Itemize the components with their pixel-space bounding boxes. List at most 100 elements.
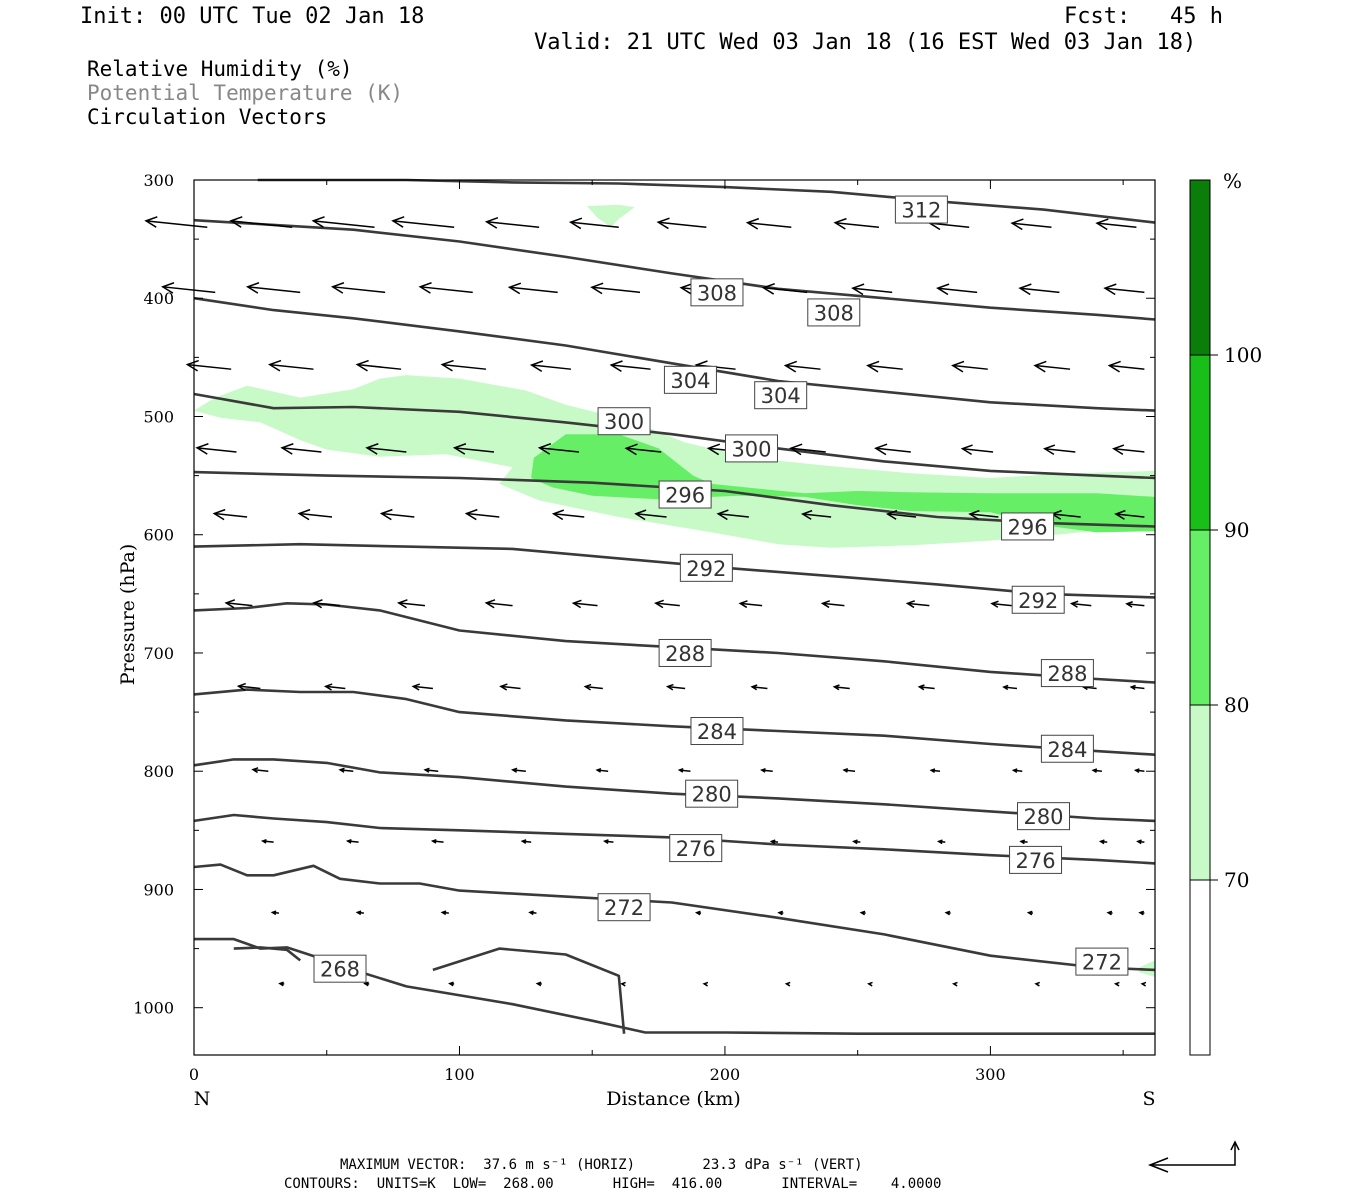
circulation-vector — [197, 447, 237, 453]
circulation-vector — [929, 222, 970, 229]
contour-label: 268 — [320, 958, 360, 982]
contour-label-box — [1017, 802, 1071, 831]
circulation-vector — [655, 602, 680, 607]
circulation-vector — [937, 287, 978, 294]
circulation-vector-head — [852, 839, 858, 845]
circulation-vector-head — [750, 684, 758, 691]
contour-label: 284 — [697, 720, 737, 744]
circulation-vector — [145, 220, 208, 229]
circulation-vector — [1003, 686, 1018, 690]
circulation-vector-head — [951, 981, 958, 987]
circulation-vector-head — [251, 767, 259, 774]
circulation-vector — [553, 513, 585, 518]
circulation-vector — [531, 364, 572, 370]
contour-label-box — [1009, 845, 1063, 874]
circulation-vector-head — [936, 283, 950, 296]
circulation-vector — [658, 221, 707, 229]
circulation-vector-head — [379, 508, 393, 521]
theta-contour-280 — [193, 758, 1156, 823]
circulation-vector-head — [885, 509, 898, 520]
circulation-vector-head — [280, 443, 294, 455]
circulation-vector-head — [679, 282, 693, 295]
circulation-vector-head — [654, 599, 664, 609]
colorbar-tick-label: 100 — [1224, 343, 1262, 367]
circulation-vector — [822, 602, 845, 607]
circulation-vector — [1071, 602, 1092, 607]
x-tick-label: 0 — [189, 1065, 199, 1084]
circulation-vector-head — [677, 768, 684, 773]
circulation-vector-head — [706, 443, 721, 456]
circulation-vector-head — [656, 217, 670, 230]
circulation-vector-head — [866, 360, 880, 373]
theta-contour-312 — [257, 178, 1156, 224]
y-tick-label: 300 — [143, 171, 174, 190]
circulation-vector — [1044, 447, 1076, 453]
contour-label-box — [1001, 512, 1055, 541]
circulation-vector-head — [229, 216, 243, 228]
circulation-vector-head — [833, 217, 847, 230]
contour-label-box — [669, 834, 723, 863]
circulation-vector-head — [355, 359, 369, 372]
circulation-vector — [718, 513, 749, 518]
circulation-vector-head — [1034, 981, 1041, 987]
circulation-vector-head — [297, 508, 311, 521]
circulation-vector-head — [224, 599, 236, 609]
x-tick-label: 100 — [444, 1065, 475, 1084]
circulation-vector-head — [917, 684, 925, 691]
circulation-vector — [313, 220, 375, 229]
circulation-vector-head — [1033, 360, 1047, 373]
contour-label: 276 — [676, 837, 716, 861]
circulation-vector-head — [777, 910, 783, 916]
circulation-vector-head — [396, 599, 408, 609]
footer-contours: CONTOURS: UNITS=K LOW= 268.00 HIGH= 416.… — [284, 1176, 942, 1192]
circulation-vector-head — [960, 444, 973, 456]
legend-rh: Relative Humidity (%) — [87, 57, 353, 81]
circulation-vector — [347, 840, 359, 843]
circulation-vector-head — [937, 839, 943, 845]
y-tick-label: 600 — [143, 526, 174, 545]
contour-label-box — [658, 638, 712, 667]
circulation-vector — [1104, 287, 1145, 294]
circulation-vector-head — [609, 360, 623, 373]
circulation-vector-head — [499, 683, 508, 691]
circulation-vector-head — [602, 839, 609, 844]
contour-label: 300 — [604, 410, 644, 434]
circulation-vector-head — [1140, 981, 1147, 987]
circulation-vector — [969, 513, 999, 518]
circulation-vector-head — [859, 910, 866, 916]
circulation-vector — [597, 769, 609, 772]
circulation-vector — [162, 286, 216, 294]
colorbar-segment — [1190, 705, 1210, 880]
circulation-vector — [802, 513, 832, 518]
circulation-vector — [325, 685, 346, 690]
circulation-vector — [262, 840, 274, 843]
circulation-vector-head — [968, 509, 980, 520]
circulation-vector-head — [761, 282, 776, 295]
theta-contour-304 — [193, 296, 1156, 412]
circulation-vector-head — [551, 509, 565, 521]
circulation-vector — [187, 363, 232, 370]
y-tick-label: 1000 — [133, 999, 174, 1018]
circulation-vector — [1113, 447, 1145, 453]
contour-label: 284 — [1047, 738, 1087, 762]
circulation-vector-head — [595, 768, 602, 773]
circulation-vector — [962, 447, 994, 453]
circulation-vector — [875, 447, 911, 453]
contour-label-box — [1040, 734, 1094, 763]
circulation-vector — [1052, 513, 1081, 518]
circulation-vector-head — [418, 282, 432, 294]
theta-contour-288 — [193, 601, 1156, 684]
reference-vector-head — [1147, 1157, 1169, 1173]
circulation-vector — [1115, 513, 1145, 518]
circulation-vector-head — [1043, 444, 1056, 456]
circulation-vector — [247, 286, 301, 294]
circulation-vector — [340, 769, 354, 772]
rh-region-80 — [531, 434, 1155, 533]
circulation-vector — [1012, 222, 1052, 229]
circulation-vector — [442, 363, 487, 370]
circulation-vector — [512, 769, 526, 772]
circulation-vector-head — [464, 508, 478, 521]
y-tick-label: 900 — [143, 880, 174, 899]
colorbar-tick-label: 70 — [1224, 868, 1249, 892]
